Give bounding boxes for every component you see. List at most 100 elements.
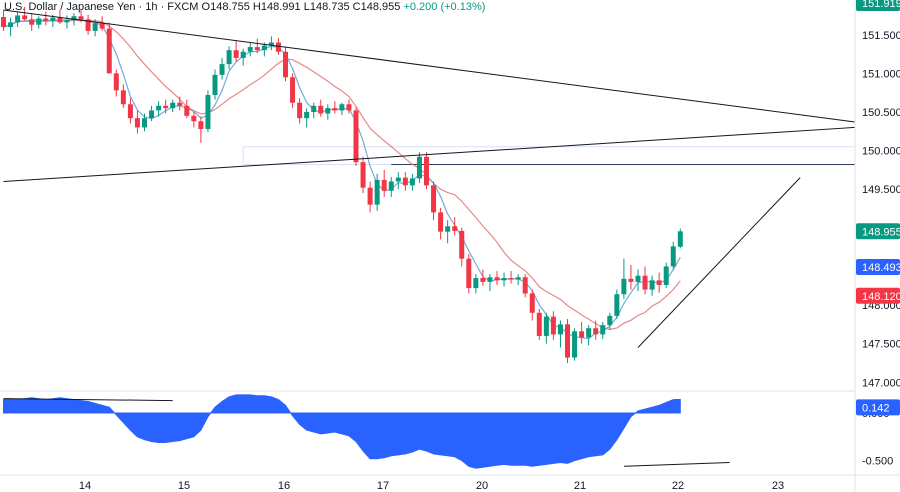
candle-body bbox=[247, 47, 253, 52]
candle-body bbox=[586, 328, 592, 338]
candle-body bbox=[205, 94, 211, 129]
candle-body bbox=[663, 266, 669, 285]
low-label: L bbox=[303, 1, 310, 13]
candle-body bbox=[487, 277, 493, 282]
candle-body bbox=[388, 181, 394, 191]
last-price-badge-bg bbox=[856, 223, 900, 240]
candle-body bbox=[346, 104, 352, 111]
close-label: C bbox=[352, 1, 361, 13]
candle-body bbox=[395, 177, 401, 182]
candle-body bbox=[360, 162, 366, 188]
candle-body bbox=[212, 74, 218, 95]
candle-body bbox=[106, 28, 112, 74]
y-tick-label: 150.500 bbox=[862, 107, 900, 119]
candle-body bbox=[409, 178, 415, 186]
candle-body bbox=[261, 45, 267, 51]
candle-body bbox=[628, 278, 634, 282]
candle-body bbox=[92, 23, 98, 31]
y-tick-label: 149.500 bbox=[862, 184, 900, 196]
candle-body bbox=[142, 118, 147, 128]
ma-fast-badge-bg bbox=[856, 258, 900, 275]
candle-body bbox=[515, 277, 521, 280]
x-tick-label: 17 bbox=[377, 480, 389, 492]
candle-body bbox=[529, 293, 535, 313]
candle-body bbox=[8, 22, 14, 28]
candle-body bbox=[332, 108, 338, 111]
last-price-badge: 148.955 bbox=[862, 226, 900, 238]
candle-body bbox=[600, 325, 606, 335]
candle-body bbox=[78, 16, 84, 20]
candle-body bbox=[621, 278, 627, 295]
candle-body bbox=[656, 280, 662, 285]
candle-body bbox=[416, 156, 422, 179]
candle-body bbox=[149, 110, 155, 119]
symbol-header: U.S. Dollar / Japanese Yen · 1h · FXCM O… bbox=[4, 1, 486, 13]
close-value: 148.955 bbox=[360, 1, 401, 13]
candle-body bbox=[452, 226, 458, 231]
candle-body bbox=[36, 18, 42, 25]
candles-group bbox=[1, 6, 683, 363]
candle-body bbox=[304, 111, 310, 119]
candle-body bbox=[572, 331, 578, 358]
candle-body bbox=[50, 17, 56, 21]
open-label: O bbox=[201, 1, 211, 13]
candle-body bbox=[649, 280, 655, 290]
candle-body bbox=[670, 246, 676, 267]
candle-body bbox=[177, 102, 183, 106]
ma-slow-line bbox=[3, 19, 681, 331]
candle-body bbox=[311, 105, 317, 112]
candle-body bbox=[15, 15, 21, 23]
oscillator-area bbox=[3, 394, 681, 469]
candle-body bbox=[29, 19, 35, 25]
candle-body bbox=[424, 156, 429, 186]
candle-body bbox=[283, 51, 288, 78]
candle-body bbox=[198, 121, 204, 129]
candle-body bbox=[550, 316, 556, 335]
candle-body bbox=[297, 102, 303, 119]
lower-trendline bbox=[3, 126, 856, 182]
candle-body bbox=[501, 278, 507, 281]
osc-trendline-2 bbox=[623, 461, 730, 467]
candle-body bbox=[466, 258, 472, 289]
candle-body bbox=[127, 104, 133, 119]
x-tick-label: 21 bbox=[574, 480, 586, 492]
candle-body bbox=[494, 277, 500, 281]
y-tick-label: 151.500 bbox=[862, 30, 900, 42]
ma-slow-badge: 148.120 bbox=[862, 291, 900, 303]
candle-body bbox=[536, 312, 542, 336]
candle-body bbox=[85, 19, 91, 31]
candle-body bbox=[64, 20, 70, 23]
candle-body bbox=[367, 187, 373, 205]
change-value: +0.200 (+0.13%) bbox=[403, 1, 486, 13]
osc-value-badge-bg bbox=[856, 399, 900, 416]
open-value: 148.755 bbox=[210, 1, 250, 13]
candle-body bbox=[22, 15, 28, 20]
ma-fast-badge: 148.493 bbox=[862, 262, 900, 274]
top-price-badge-bg bbox=[856, 0, 900, 11]
candle-body bbox=[374, 179, 380, 205]
candle-body bbox=[459, 230, 465, 259]
candle-body bbox=[170, 102, 176, 109]
osc-value-badge: 0.142 bbox=[862, 402, 890, 414]
candle-body bbox=[508, 278, 514, 280]
candle-body bbox=[402, 177, 408, 186]
candle-body bbox=[635, 275, 641, 282]
candle-body bbox=[163, 105, 169, 109]
candle-body bbox=[268, 42, 274, 46]
exchange: FXCM bbox=[167, 1, 199, 13]
candle-body bbox=[134, 118, 140, 128]
candle-body bbox=[290, 77, 296, 103]
candle-body bbox=[522, 277, 528, 294]
candle-body bbox=[156, 105, 162, 111]
candle-body bbox=[71, 16, 77, 21]
candle-body bbox=[677, 231, 683, 247]
x-tick-label: 23 bbox=[772, 480, 784, 492]
candle-body bbox=[191, 115, 197, 122]
candle-body bbox=[473, 278, 479, 289]
candle-body bbox=[543, 316, 549, 336]
candle-body bbox=[226, 50, 232, 65]
high-label: H bbox=[252, 1, 261, 13]
y-tick-label: 151.000 bbox=[862, 68, 900, 80]
candle-body bbox=[219, 64, 225, 75]
